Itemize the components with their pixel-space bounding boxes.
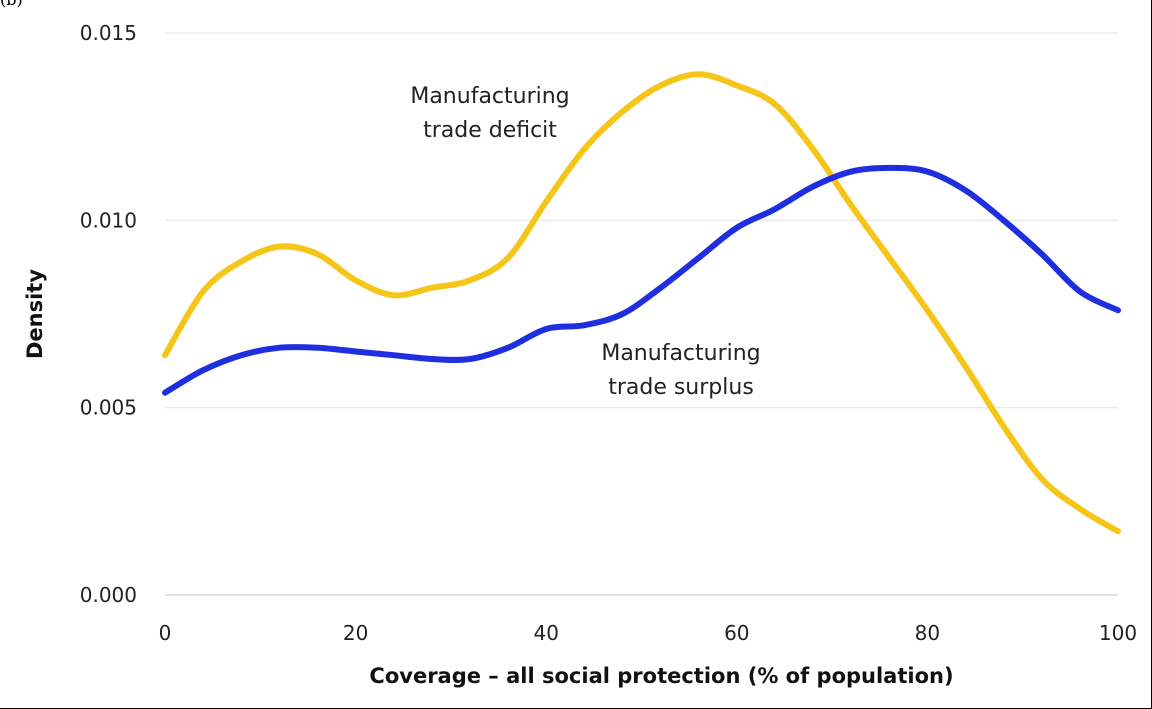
y-tick-labels: 0.000 0.005 0.010 0.015 [80, 21, 137, 607]
y-tick-label: 0.015 [80, 21, 137, 45]
x-tick-label: 80 [915, 621, 940, 645]
manufacturing-trade-deficit-label: trade deficit [423, 118, 557, 143]
x-tick-label: 0 [159, 621, 172, 645]
x-axis-label: Coverage – all social protection (% of p… [369, 664, 953, 688]
x-tick-label: 20 [343, 621, 368, 645]
x-tick-label: 40 [533, 621, 558, 645]
x-tick-label: 100 [1099, 621, 1137, 645]
y-tick-label: 0.010 [80, 208, 137, 232]
gridlines [165, 32, 1118, 596]
y-axis-label: Density [23, 269, 47, 359]
manufacturing-trade-deficit-label: Manufacturing [410, 84, 569, 109]
manufacturing-trade-surplus-label: trade surplus [608, 375, 754, 400]
x-tick-label: 60 [724, 621, 749, 645]
series-lines [162, 71, 1121, 535]
y-tick-label: 0.000 [80, 583, 137, 607]
y-tick-label: 0.005 [80, 396, 137, 420]
manufacturing-trade-surplus-label: Manufacturing [601, 341, 760, 366]
x-tick-labels: 0 20 40 60 80 100 [159, 621, 1137, 645]
panel-label: (b) [0, 0, 23, 9]
series-annotations: Manufacturing trade deficit Manufacturing t… [410, 84, 760, 400]
manufacturing-trade-deficit-line [162, 71, 1121, 535]
manufacturing-trade-surplus-line [162, 164, 1121, 396]
